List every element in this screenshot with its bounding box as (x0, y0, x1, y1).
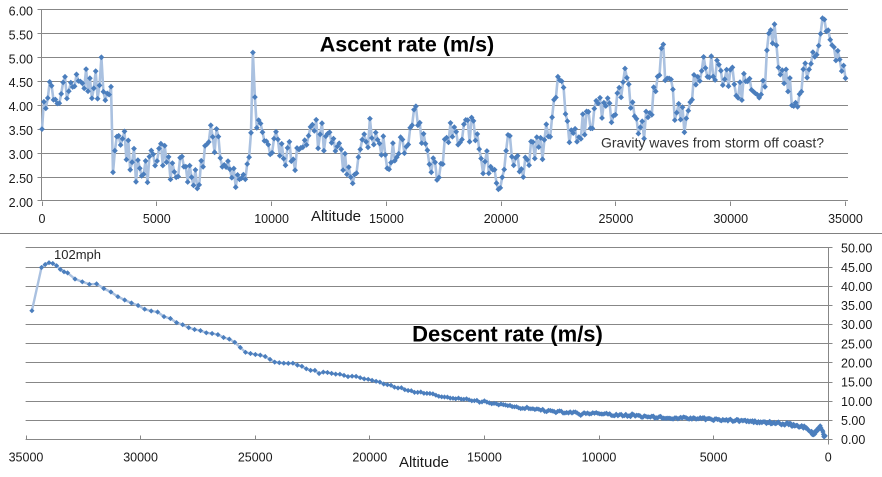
svg-text:5.00: 5.00 (841, 414, 865, 428)
svg-text:20000: 20000 (484, 212, 519, 226)
svg-text:10000: 10000 (582, 451, 617, 465)
svg-text:15.00: 15.00 (841, 376, 872, 390)
svg-text:25.00: 25.00 (841, 337, 872, 351)
svg-text:30000: 30000 (123, 451, 158, 465)
svg-text:5000: 5000 (143, 212, 171, 226)
svg-text:0.00: 0.00 (841, 433, 865, 447)
svg-text:20.00: 20.00 (841, 357, 872, 371)
svg-text:5.00: 5.00 (9, 52, 33, 66)
svg-text:5000: 5000 (700, 451, 728, 465)
svg-text:50.00: 50.00 (841, 242, 872, 256)
svg-text:Altitude: Altitude (311, 208, 361, 225)
svg-text:30000: 30000 (713, 212, 748, 226)
svg-text:10000: 10000 (254, 212, 289, 226)
svg-text:Gravity waves from storm off c: Gravity waves from storm off coast? (601, 135, 824, 151)
svg-text:0: 0 (39, 212, 46, 226)
svg-text:3.50: 3.50 (9, 124, 33, 138)
svg-text:10.00: 10.00 (841, 395, 872, 409)
svg-text:102mph: 102mph (54, 247, 101, 262)
svg-text:4.00: 4.00 (9, 100, 33, 114)
svg-text:45.00: 45.00 (841, 261, 872, 275)
svg-text:25000: 25000 (599, 212, 634, 226)
svg-text:35.00: 35.00 (841, 299, 872, 313)
svg-text:3.00: 3.00 (9, 148, 33, 162)
svg-text:35000: 35000 (9, 451, 44, 465)
svg-text:20000: 20000 (352, 451, 387, 465)
svg-text:15000: 15000 (467, 451, 502, 465)
svg-text:Ascent rate (m/s): Ascent rate (m/s) (320, 33, 494, 57)
svg-text:15000: 15000 (369, 212, 404, 226)
svg-text:Descent rate (m/s): Descent rate (m/s) (412, 322, 603, 347)
svg-text:Altitude: Altitude (399, 454, 449, 471)
svg-text:0: 0 (825, 451, 832, 465)
svg-text:4.50: 4.50 (9, 76, 33, 90)
svg-text:2.00: 2.00 (9, 196, 33, 210)
svg-text:30.00: 30.00 (841, 318, 872, 332)
svg-text:35000: 35000 (828, 212, 863, 226)
svg-text:40.00: 40.00 (841, 280, 872, 294)
svg-text:6.00: 6.00 (9, 4, 33, 18)
svg-text:2.50: 2.50 (9, 172, 33, 186)
svg-text:5.50: 5.50 (9, 28, 33, 42)
svg-text:25000: 25000 (238, 451, 273, 465)
